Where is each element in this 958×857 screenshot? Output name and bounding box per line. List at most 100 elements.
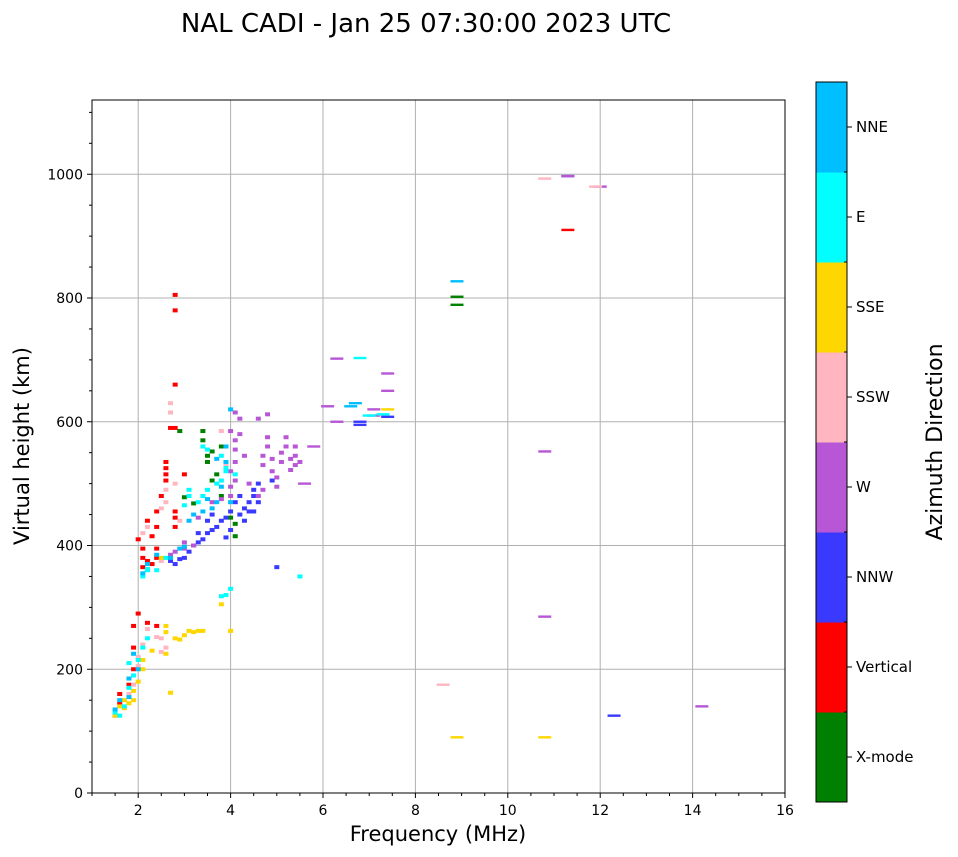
echo-point-w (292, 463, 298, 468)
echo-point-e (297, 574, 303, 579)
echo-point-e (186, 487, 192, 492)
echo-point-sse (117, 704, 123, 709)
echo-point-vertical (172, 308, 178, 313)
echo-point-w (232, 459, 238, 464)
echo-point-nnw (218, 518, 224, 523)
echo-point-vertical (181, 472, 187, 477)
echo-point-ssw (140, 642, 146, 647)
echo-point-w (381, 372, 395, 375)
echo-point-nne (228, 500, 234, 505)
colorbar-segment (816, 262, 847, 353)
echo-point-nne (168, 555, 174, 560)
echo-point-sse (228, 628, 234, 633)
echo-point-vertical (131, 623, 137, 628)
echo-point-x-mode (205, 453, 210, 458)
echo-point-w (265, 435, 271, 440)
echo-point-ssw (163, 500, 169, 505)
echo-point-ssw (158, 506, 164, 511)
echo-point-sse (186, 628, 192, 633)
echo-point-vertical (140, 565, 146, 570)
echo-point-sse (131, 698, 137, 703)
echo-point-vertical (168, 425, 174, 430)
echo-point-nnw (223, 535, 229, 540)
echo-point-w (228, 469, 234, 474)
echo-point-nne (214, 500, 220, 505)
colorbar-segment (816, 352, 847, 443)
echo-point-ssw (177, 518, 183, 523)
echo-point-w (269, 469, 275, 474)
echo-point-x-mode (200, 438, 206, 443)
echo-point-nnw (214, 524, 220, 529)
y-tick-label: 800 (56, 291, 83, 307)
echo-point-ssw (154, 635, 160, 640)
echo-point-vertical (117, 692, 123, 696)
y-axis-title: Virtual height (km) (10, 347, 34, 545)
echo-point-x-mode (218, 494, 224, 498)
echo-point-e (112, 710, 118, 715)
echo-point-e (144, 567, 150, 572)
echo-point-e (186, 494, 192, 498)
echo-point-sse (121, 698, 127, 703)
echo-point-nnw (186, 549, 192, 554)
echo-point-e (163, 555, 169, 560)
echo-point-nnw (228, 528, 234, 533)
echo-point-w (265, 444, 271, 449)
y-axis: 0 200 400 600 800 1000 (47, 111, 92, 802)
echo-point-w (195, 515, 201, 520)
echo-point-vertical (144, 558, 150, 563)
echo-point-w (538, 615, 552, 618)
echo-point-sse (131, 688, 137, 693)
echo-point-w (232, 478, 238, 483)
echo-point-e (135, 657, 141, 662)
echo-point-sse (163, 651, 169, 656)
echo-point-nne (209, 506, 215, 511)
echo-point-x-mode (209, 449, 215, 454)
echo-point-nne (117, 698, 123, 703)
echo-point-nne (126, 676, 132, 681)
echo-point-nne (218, 484, 224, 489)
echo-point-sse (200, 628, 206, 633)
echo-point-w (232, 438, 238, 443)
echo-point-vertical (163, 459, 169, 464)
echo-point-nnw (251, 494, 257, 498)
echo-point-x-mode (232, 521, 238, 526)
echo-point-e (376, 413, 390, 416)
echo-point-w (288, 468, 294, 473)
colorbar-segment (816, 172, 847, 263)
echo-point-vertical (131, 667, 137, 672)
echo-point-w (181, 540, 187, 545)
echo-point-vertical (172, 524, 178, 529)
echo-point-ssw (131, 682, 137, 687)
echo-point-vertical (126, 682, 132, 687)
echo-point-e (205, 447, 210, 452)
echo-point-vertical (135, 537, 141, 542)
echo-point-w (297, 459, 303, 464)
echo-point-e (126, 661, 132, 666)
echo-point-nnw (246, 500, 252, 505)
echo-point-vertical (163, 472, 169, 477)
echo-point-ssw (168, 401, 174, 406)
echo-point-w (274, 484, 280, 489)
x-tick-label: 8 (411, 803, 420, 819)
echo-point-vertical (131, 645, 137, 650)
echo-point-w (292, 453, 298, 458)
echo-point-nnw (353, 423, 367, 427)
echo-point-w (538, 450, 552, 453)
echo-point-w (288, 456, 294, 461)
echo-point-ssw (140, 531, 146, 536)
echo-point-w (278, 459, 284, 464)
echo-point-vertical (158, 494, 164, 498)
echo-point-nne (177, 546, 183, 551)
echo-point-ssw (172, 481, 178, 486)
echo-point-x-mode (181, 495, 187, 500)
colorbar-segment (816, 82, 847, 173)
echo-point-w (367, 408, 381, 411)
echo-point-nnw (177, 557, 183, 562)
echo-point-nne (450, 280, 464, 283)
echo-point-w (330, 420, 344, 423)
echo-point-w (255, 494, 261, 498)
echo-point-vertical (561, 228, 575, 232)
echo-point-sse (181, 633, 187, 638)
echo-point-vertical (149, 534, 155, 539)
x-tick-label: 6 (319, 803, 328, 819)
